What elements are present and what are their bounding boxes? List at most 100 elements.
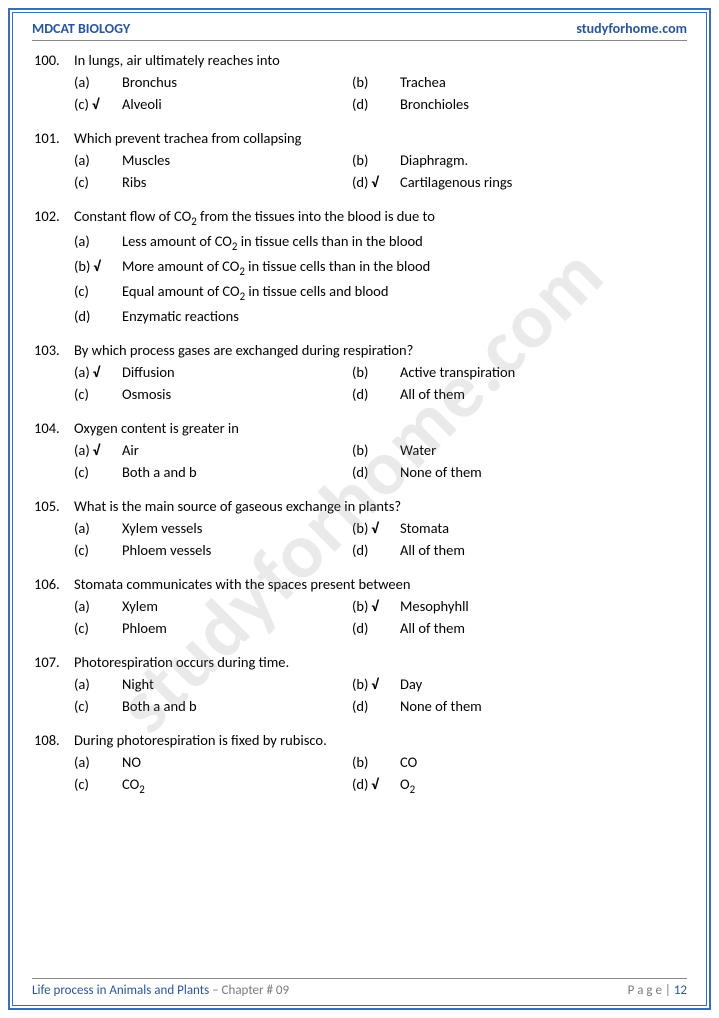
option-text: Trachea — [400, 73, 687, 91]
question-block: 100.In lungs, air ultimately reaches int… — [32, 51, 687, 113]
option-label: (b)√ — [352, 597, 400, 615]
question-text: By which process gases are exchanged dur… — [74, 341, 687, 359]
questions-container: 100.In lungs, air ultimately reaches int… — [32, 51, 687, 795]
option-label: (d) — [352, 541, 400, 559]
option-text: All of them — [400, 385, 687, 403]
question-number: 101. — [32, 129, 74, 147]
option-text: Water — [400, 441, 687, 459]
option-label: (c) — [74, 697, 122, 715]
option-label: (a)√ — [74, 441, 122, 459]
option-text: Phloem vessels — [122, 541, 352, 559]
option-text: Mesophyhll — [400, 597, 687, 615]
footer-left: Life process in Animals and Plants – Cha… — [32, 983, 289, 998]
question-number: 102. — [32, 207, 74, 228]
option-text: Air — [122, 441, 352, 459]
page-content: MDCAT BIOLOGY studyforhome.com studyforh… — [14, 14, 705, 1004]
option-label: (c) — [74, 775, 122, 796]
option-text: Muscles — [122, 151, 352, 169]
question-text: Oxygen content is greater in — [74, 419, 687, 437]
option-text: Both a and b — [122, 697, 352, 715]
question-text: Photorespiration occurs during time. — [74, 653, 687, 671]
option-label: (b) — [352, 753, 400, 771]
question-number: 105. — [32, 497, 74, 515]
option-text: Xylem — [122, 597, 352, 615]
footer-chapter-title: Life process in Animals and Plants — [32, 983, 209, 998]
option-text: Equal amount of CO2 in tissue cells and … — [122, 282, 687, 303]
option-text: Diaphragm. — [400, 151, 687, 169]
option-text: Alveoli — [122, 95, 352, 113]
question-text: Constant flow of CO2 from the tissues in… — [74, 207, 687, 228]
option-label: (d) — [352, 463, 400, 481]
option-label: (a) — [74, 597, 122, 615]
option-text: Diffusion — [122, 363, 352, 381]
option-text: None of them — [400, 463, 687, 481]
option-label: (c) — [74, 463, 122, 481]
option-text: Bronchus — [122, 73, 352, 91]
question-block: 101.Which prevent trachea from collapsin… — [32, 129, 687, 191]
option-label: (b)√ — [74, 257, 122, 278]
question-number: 106. — [32, 575, 74, 593]
question-text: During photorespiration is fixed by rubi… — [74, 731, 687, 749]
option-label: (b)√ — [352, 519, 400, 537]
option-label: (d)√ — [352, 173, 400, 191]
option-label: (d) — [352, 385, 400, 403]
option-label: (c)√ — [74, 95, 122, 113]
option-label: (c) — [74, 173, 122, 191]
header-right: studyforhome.com — [576, 20, 687, 37]
question-number: 100. — [32, 51, 74, 69]
option-text: Ribs — [122, 173, 352, 191]
option-label: (c) — [74, 541, 122, 559]
option-label: (b) — [352, 441, 400, 459]
question-text: Stomata communicates with the spaces pre… — [74, 575, 687, 593]
option-text: Active transpiration — [400, 363, 687, 381]
question-block: 104.Oxygen content is greater in (a)√Air(… — [32, 419, 687, 481]
option-text: Both a and b — [122, 463, 352, 481]
check-icon: √ — [371, 775, 378, 793]
footer-right: P a g e | 12 — [628, 983, 687, 998]
option-text: NO — [122, 753, 352, 771]
option-label: (a) — [74, 675, 122, 693]
option-text: Phloem — [122, 619, 352, 637]
option-label: (a) — [74, 151, 122, 169]
option-label: (b) — [352, 363, 400, 381]
option-label: (a) — [74, 232, 122, 253]
question-block: 102.Constant flow of CO2 from the tissue… — [32, 207, 687, 325]
question-text: What is the main source of gaseous excha… — [74, 497, 687, 515]
option-label: (a) — [74, 753, 122, 771]
option-label: (c) — [74, 619, 122, 637]
question-number: 104. — [32, 419, 74, 437]
question-number: 108. — [32, 731, 74, 749]
option-label: (b) — [352, 73, 400, 91]
question-text: Which prevent trachea from collapsing — [74, 129, 687, 147]
option-label: (d)√ — [352, 775, 400, 796]
option-text: Stomata — [400, 519, 687, 537]
option-label: (d) — [74, 307, 122, 325]
option-text: All of them — [400, 619, 687, 637]
question-block: 106.Stomata communicates with the spaces… — [32, 575, 687, 637]
footer-page-label: P a g e | — [628, 983, 674, 998]
check-icon: √ — [371, 173, 378, 191]
question-block: 105.What is the main source of gaseous e… — [32, 497, 687, 559]
option-text: Cartilagenous rings — [400, 173, 687, 191]
check-icon: √ — [371, 519, 378, 537]
option-label: (d) — [352, 697, 400, 715]
option-label: (c) — [74, 282, 122, 303]
option-text: Less amount of CO2 in tissue cells than … — [122, 232, 687, 253]
option-label: (b) — [352, 151, 400, 169]
option-label: (a)√ — [74, 363, 122, 381]
option-text: Day — [400, 675, 687, 693]
option-text: More amount of CO2 in tissue cells than … — [122, 257, 687, 278]
check-icon: √ — [93, 363, 100, 381]
question-number: 103. — [32, 341, 74, 359]
option-text: Osmosis — [122, 385, 352, 403]
check-icon: √ — [93, 257, 100, 275]
option-label: (a) — [74, 519, 122, 537]
check-icon: √ — [371, 675, 378, 693]
check-icon: √ — [371, 597, 378, 615]
option-text: CO — [400, 753, 687, 771]
option-label: (c) — [74, 385, 122, 403]
question-block: 108.During photorespiration is fixed by … — [32, 731, 687, 796]
option-label: (d) — [352, 95, 400, 113]
option-text: CO2 — [122, 775, 352, 796]
footer-chapter-num: – Chapter # 09 — [209, 983, 289, 998]
